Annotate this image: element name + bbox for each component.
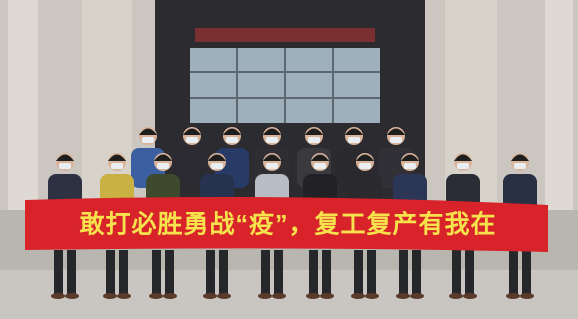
shoe <box>103 293 117 299</box>
leg <box>274 250 283 294</box>
mask <box>314 163 326 169</box>
shoe <box>272 293 286 299</box>
mask <box>390 137 402 143</box>
mask <box>111 163 123 169</box>
mask <box>157 163 169 169</box>
mask <box>211 163 223 169</box>
sign-board <box>195 28 375 42</box>
leg <box>119 250 128 294</box>
leg <box>67 250 76 294</box>
shoe <box>258 293 272 299</box>
mask <box>359 163 371 169</box>
leg <box>412 250 421 294</box>
pillar <box>8 0 38 215</box>
pavement <box>0 270 578 319</box>
mask <box>226 137 238 143</box>
leg <box>367 250 376 294</box>
leg <box>509 250 518 294</box>
mask <box>514 163 526 169</box>
leg <box>219 250 228 294</box>
mask <box>266 137 278 143</box>
pillar <box>82 0 132 200</box>
leg <box>165 250 174 294</box>
shoe <box>51 293 65 299</box>
shoe <box>365 293 379 299</box>
shoe <box>163 293 177 299</box>
mask <box>142 137 154 143</box>
leg <box>354 250 363 294</box>
shoe <box>351 293 365 299</box>
banner-text: 敢打必胜勇战“疫”，复工复产有我在 <box>79 210 496 239</box>
leg <box>106 250 115 294</box>
leg <box>152 250 161 294</box>
leg <box>399 250 408 294</box>
mask <box>457 163 469 169</box>
shoe <box>506 293 520 299</box>
mask <box>308 137 320 143</box>
leg <box>322 250 331 294</box>
leg <box>206 250 215 294</box>
mask <box>186 137 198 143</box>
shoe <box>217 293 231 299</box>
mask <box>266 163 278 169</box>
page: 敢打必胜勇战“疫”，复工复产有我在 (() => { const data = … <box>0 0 578 319</box>
mask <box>59 163 71 169</box>
leg <box>522 250 531 294</box>
shoe <box>320 293 334 299</box>
shoe <box>203 293 217 299</box>
shoe <box>306 293 320 299</box>
mask <box>348 137 360 143</box>
pillar <box>545 0 573 215</box>
leg <box>452 250 461 294</box>
photo: 敢打必胜勇战“疫”，复工复产有我在 <box>0 0 578 319</box>
mask <box>404 163 416 169</box>
shoe <box>65 293 79 299</box>
shoe <box>149 293 163 299</box>
shoe <box>520 293 534 299</box>
shoe <box>117 293 131 299</box>
shoe <box>463 293 477 299</box>
leg <box>261 250 270 294</box>
shoe <box>396 293 410 299</box>
leg <box>465 250 474 294</box>
leg <box>54 250 63 294</box>
shoe <box>449 293 463 299</box>
shoe <box>410 293 424 299</box>
leg <box>309 250 318 294</box>
